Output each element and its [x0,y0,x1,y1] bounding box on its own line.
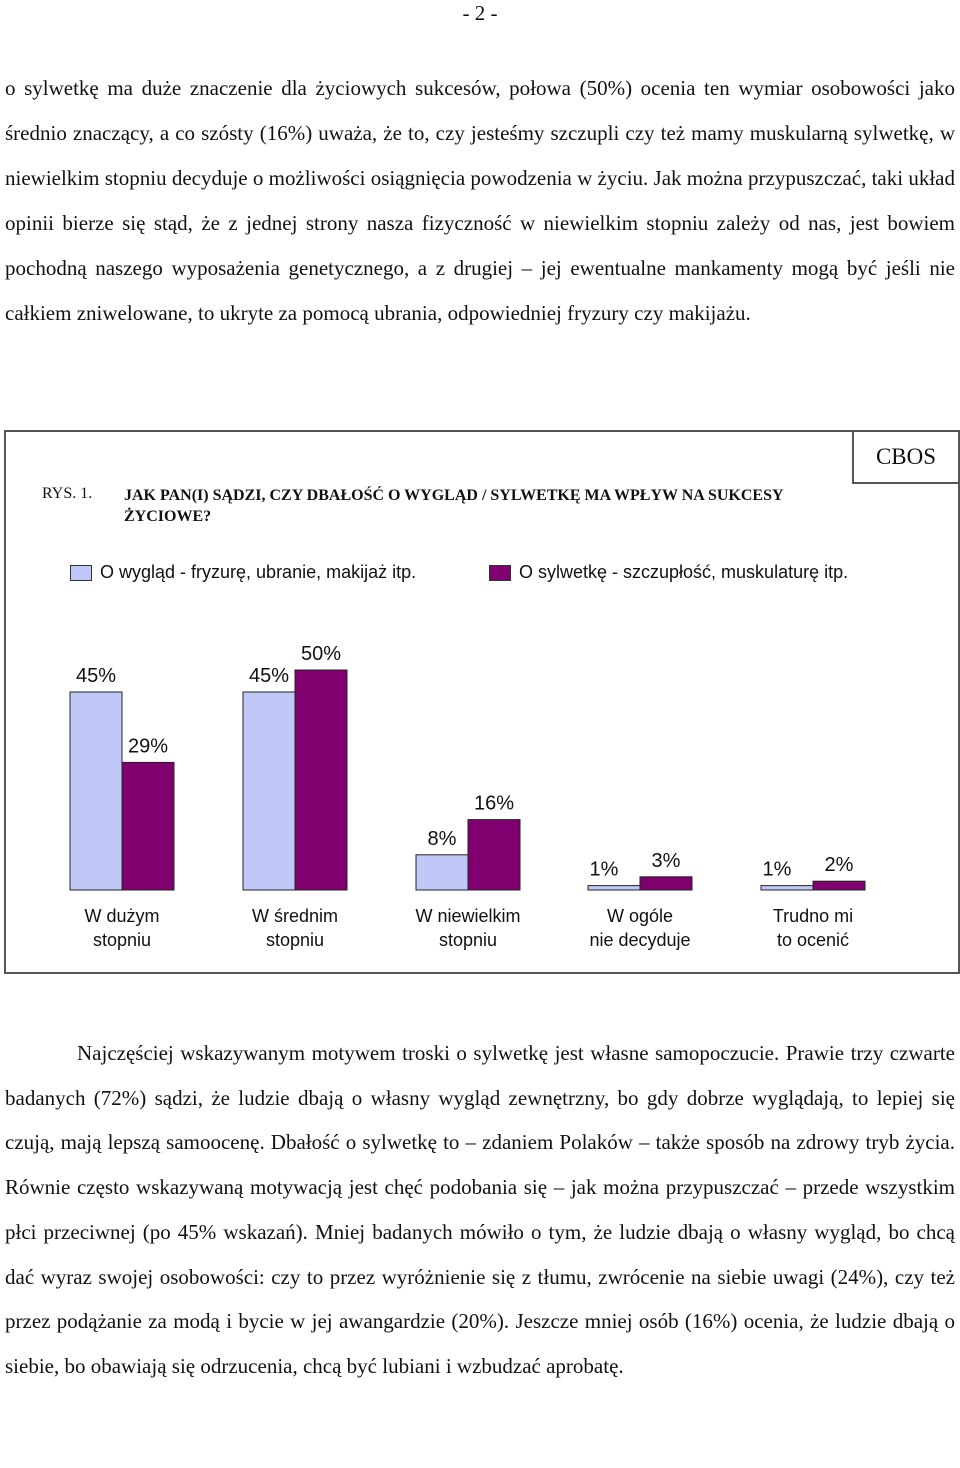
bar-appearance-2 [415,854,469,891]
paragraph-motives: Najczęściej wskazywanym motywem troski o… [5,1041,955,1378]
bar-figure-1 [294,669,348,891]
data-label-appearance-3: 1% [590,859,619,881]
paragraph-intro: o sylwetkę ma duże znaczenie dla życiowy… [5,76,955,325]
category-label-1: W średnim stopniu [252,906,338,950]
data-label-appearance-0: 45% [76,665,116,687]
data-label-figure-0: 29% [128,735,168,757]
data-label-appearance-1: 45% [249,665,289,687]
bar-appearance-4 [760,885,814,891]
legend-label-appearance: O wygląd - fryzurę, ubranie, makijaż itp… [100,562,417,582]
bar-figure-2 [467,819,521,891]
data-label-figure-1: 50% [301,643,341,665]
bar-chart: 45% 29% W dużym stopniu 45% 50% W średnim stopn… [69,643,866,950]
page-number: - 2 - [462,1,498,25]
data-label-appearance-2: 8% [428,828,457,850]
legend-item-appearance: O wygląd - fryzurę, ubranie, makijaż itp… [70,562,416,583]
data-label-appearance-4: 1% [763,859,792,881]
bar-appearance-0 [69,691,123,891]
legend-swatch-figure [489,564,511,581]
bar-figure-4 [812,880,866,891]
source-label: CBOS [852,430,960,484]
legend-item-figure: O sylwetkę - szczupłość, muskulaturę itp… [489,562,848,583]
data-label-figure-4: 2% [825,854,854,876]
figure-frame: CBOS RYS. 1. JAK PAN(I) SĄDZI, CZY DBAŁO… [4,430,960,974]
category-label-4: Trudno mi to ocenić [773,906,853,950]
category-label-2: W niewielkim stopniu [415,906,520,950]
bar-appearance-3 [587,885,641,891]
data-label-figure-2: 16% [474,793,514,815]
data-label-figure-3: 3% [652,850,681,872]
bar-figure-0 [121,761,175,891]
category-label-0: W dużym stopniu [84,906,159,950]
legend-swatch-appearance [70,564,92,581]
bar-figure-3 [639,876,693,891]
legend-label-figure: O sylwetkę - szczupłość, muskulaturę itp… [519,562,849,582]
bar-appearance-1 [242,691,296,891]
figure-label: RYS. 1. [42,485,93,502]
figure-title: JAK PAN(I) SĄDZI, CZY DBAŁOŚĆ O WYGLĄD /… [124,487,783,525]
category-label-3: W ogóle nie decyduje [589,906,690,950]
